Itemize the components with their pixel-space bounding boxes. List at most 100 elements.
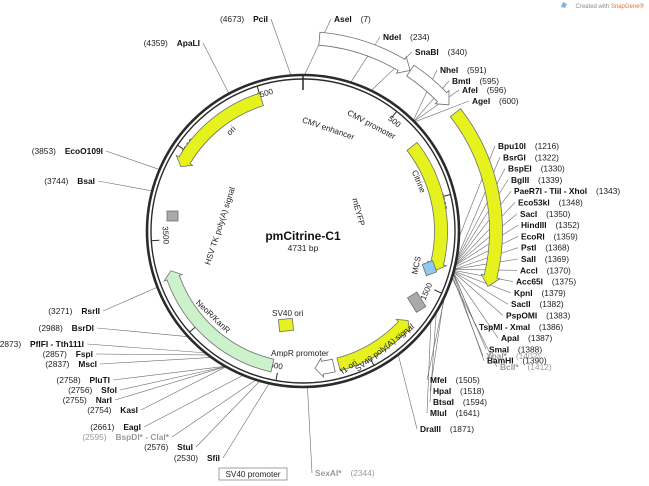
site-sacii[interactable]: SacII (1382): [511, 294, 564, 311]
site-name: SmaI: [489, 344, 509, 354]
site-bts-i[interactable]: BtsαI (1594): [433, 392, 487, 409]
site-tspmi-xmai[interactable]: TspMI - XmaI (1386): [479, 317, 563, 334]
site-saci[interactable]: SacI (1350): [520, 204, 571, 221]
site-name: BspDI* - ClaI*: [115, 432, 169, 442]
svg-text:(3271) RsrII: (3271) RsrII: [48, 301, 100, 318]
site-pflfi-tth111i[interactable]: (2873) PflFI - Tth111I: [0, 334, 84, 351]
site-bsrdi[interactable]: (2988) BsrDI: [39, 318, 94, 335]
site-pspomi[interactable]: PspOMI (1383): [506, 306, 570, 323]
feature-citrine[interactable]: [449, 108, 503, 287]
site-sfii[interactable]: (2530) SfiI: [174, 448, 220, 465]
svg-text:SacI (1350): SacI (1350): [520, 204, 571, 221]
site-bspei[interactable]: BspEI (1330): [508, 159, 565, 176]
svg-text:Acc65I (1375): Acc65I (1375): [516, 272, 576, 289]
site-leader: [97, 180, 153, 192]
site-pluti[interactable]: (2758) PluTI: [56, 370, 110, 387]
site-sfoi[interactable]: (2756) SfoI: [68, 380, 117, 397]
svg-text:SalI (1369): SalI (1369): [521, 249, 569, 266]
site-nari[interactable]: (2755) NarI: [63, 390, 112, 407]
feature-neor-kanr[interactable]: [163, 270, 275, 373]
site-paer7i-tlii-xhoi[interactable]: PaeR7I - TliI - XhoI (1343): [514, 181, 620, 198]
site-acc65i[interactable]: Acc65I (1375): [516, 272, 576, 289]
feature-sv40-polya[interactable]: [406, 291, 427, 313]
site-name: MluI: [430, 408, 447, 418]
site-name: BamHI: [487, 356, 514, 366]
site-eagi[interactable]: (2661) EagI: [90, 417, 141, 434]
feature-hsv-tk-polya[interactable]: [166, 210, 179, 222]
site-pcii[interactable]: (4673) PciI: [220, 9, 268, 26]
site-bglii[interactable]: BglII (1339): [511, 170, 562, 187]
site-stui[interactable]: (2576) StuI: [144, 437, 193, 454]
site-bmti[interactable]: BmtI (595): [452, 71, 499, 88]
feature-ori[interactable]: [175, 92, 264, 168]
site-bamhi[interactable]: BamHI (1390): [487, 351, 547, 368]
svg-text:MfeI (1505): MfeI (1505): [430, 370, 480, 387]
svg-text:BclI* (1412): BclI* (1412): [500, 357, 552, 374]
site-position: (1350): [546, 209, 570, 219]
site-acci[interactable]: AccI (1370): [520, 260, 571, 277]
site-agei[interactable]: AgeI (600): [472, 91, 519, 108]
site-ecoo109i[interactable]: (3853) EcoO109I: [32, 141, 103, 158]
site-kasi[interactable]: (2754) KasI: [87, 400, 138, 417]
site-name: AgeI: [472, 96, 490, 106]
site-sali[interactable]: SalI (1369): [521, 249, 569, 266]
site-name: DraIII: [420, 424, 441, 434]
site-mfei[interactable]: MfeI (1505): [430, 370, 480, 387]
feature-sv40-promoter[interactable]: SV40 promoter: [218, 467, 288, 481]
site-hindiii[interactable]: HindIII (1352): [521, 215, 580, 232]
site-xbai[interactable]: XbaI* (1402): [486, 346, 540, 363]
site-psti[interactable]: PstI (1368): [521, 238, 570, 255]
site-position: (1386): [539, 322, 563, 332]
label-ori: ori: [225, 124, 238, 137]
svg-text:EcoRI (1359): EcoRI (1359): [521, 226, 578, 243]
site-position: (2755): [63, 395, 87, 405]
site-smai[interactable]: SmaI (1388): [489, 339, 542, 356]
svg-text:NdeI (234): NdeI (234): [383, 27, 430, 44]
site-kpni[interactable]: KpnI (1379): [514, 283, 566, 300]
site-leader: [202, 42, 230, 94]
site-name: FspI: [76, 349, 93, 359]
site-apai[interactable]: ApaI (1387): [501, 328, 552, 345]
feature-mcs[interactable]: [421, 260, 438, 277]
site-afei[interactable]: AfeI (596): [462, 80, 506, 97]
svg-text:PspOMI (1383): PspOMI (1383): [506, 306, 570, 323]
svg-text:(4673) PciI: (4673) PciI: [220, 9, 268, 26]
feature-cmv-promoter[interactable]: [406, 64, 450, 106]
site-msci[interactable]: (2837) MscI: [45, 354, 97, 371]
credit-prefix: Created with: [576, 4, 611, 10]
svg-text:BspEI (1330): BspEI (1330): [508, 159, 565, 176]
site-bspdi-clai[interactable]: (2595) BspDI* - ClaI*: [82, 427, 169, 444]
feature-f1-ori[interactable]: [336, 318, 411, 372]
site-bsai[interactable]: (3744) BsaI: [44, 171, 95, 188]
site-fspi[interactable]: (2857) FspI: [43, 344, 93, 361]
site-sexai[interactable]: SexAI* (2344): [315, 463, 375, 480]
plasmid-name: pmCitrine-C1: [265, 229, 341, 243]
site-snabi[interactable]: SnaBI (340): [415, 42, 467, 59]
site-bcli[interactable]: BclI* (1412): [500, 357, 552, 374]
site-mlui[interactable]: MluI (1641): [430, 403, 480, 420]
feature-sv40-ori[interactable]: [277, 317, 295, 333]
site-asei[interactable]: AseI (7): [334, 9, 371, 26]
site-apali[interactable]: (4359) ApaLI: [144, 33, 200, 50]
site-bpu10i[interactable]: Bpu10I (1216): [498, 136, 559, 153]
site-nhei[interactable]: NheI (591): [440, 60, 487, 77]
site-hpai[interactable]: HpaI (1518): [433, 381, 484, 398]
site-eco53ki[interactable]: Eco53kI (1348): [518, 193, 583, 210]
site-position: (2837): [45, 359, 69, 369]
site-rsrii[interactable]: (3271) RsrII: [48, 301, 100, 318]
feature-cmv-enhancer[interactable]: [318, 31, 411, 74]
svg-text:Created with SnapGene®: Created with SnapGene®: [576, 3, 645, 10]
svg-text:SexAI* (2344): SexAI* (2344): [315, 463, 375, 480]
site-leader: [453, 270, 512, 294]
feature-ampr-promoter[interactable]: [314, 357, 336, 379]
site-ecori[interactable]: EcoRI (1359): [521, 226, 578, 243]
site-draiii[interactable]: DraIII (1871): [420, 419, 474, 436]
site-name: EcoRI: [521, 231, 545, 241]
site-bsrgi[interactable]: BsrGI (1322): [503, 147, 559, 164]
site-ndei[interactable]: NdeI (234): [383, 27, 430, 44]
site-name: BsaI: [77, 176, 95, 186]
site-name: SacII: [511, 299, 531, 309]
svg-text:TspMI - XmaI (1386): TspMI - XmaI (1386): [479, 317, 563, 334]
svg-text:XbaI* (1402): XbaI* (1402): [486, 346, 540, 363]
svg-text:(2754) KasI: (2754) KasI: [87, 400, 138, 417]
